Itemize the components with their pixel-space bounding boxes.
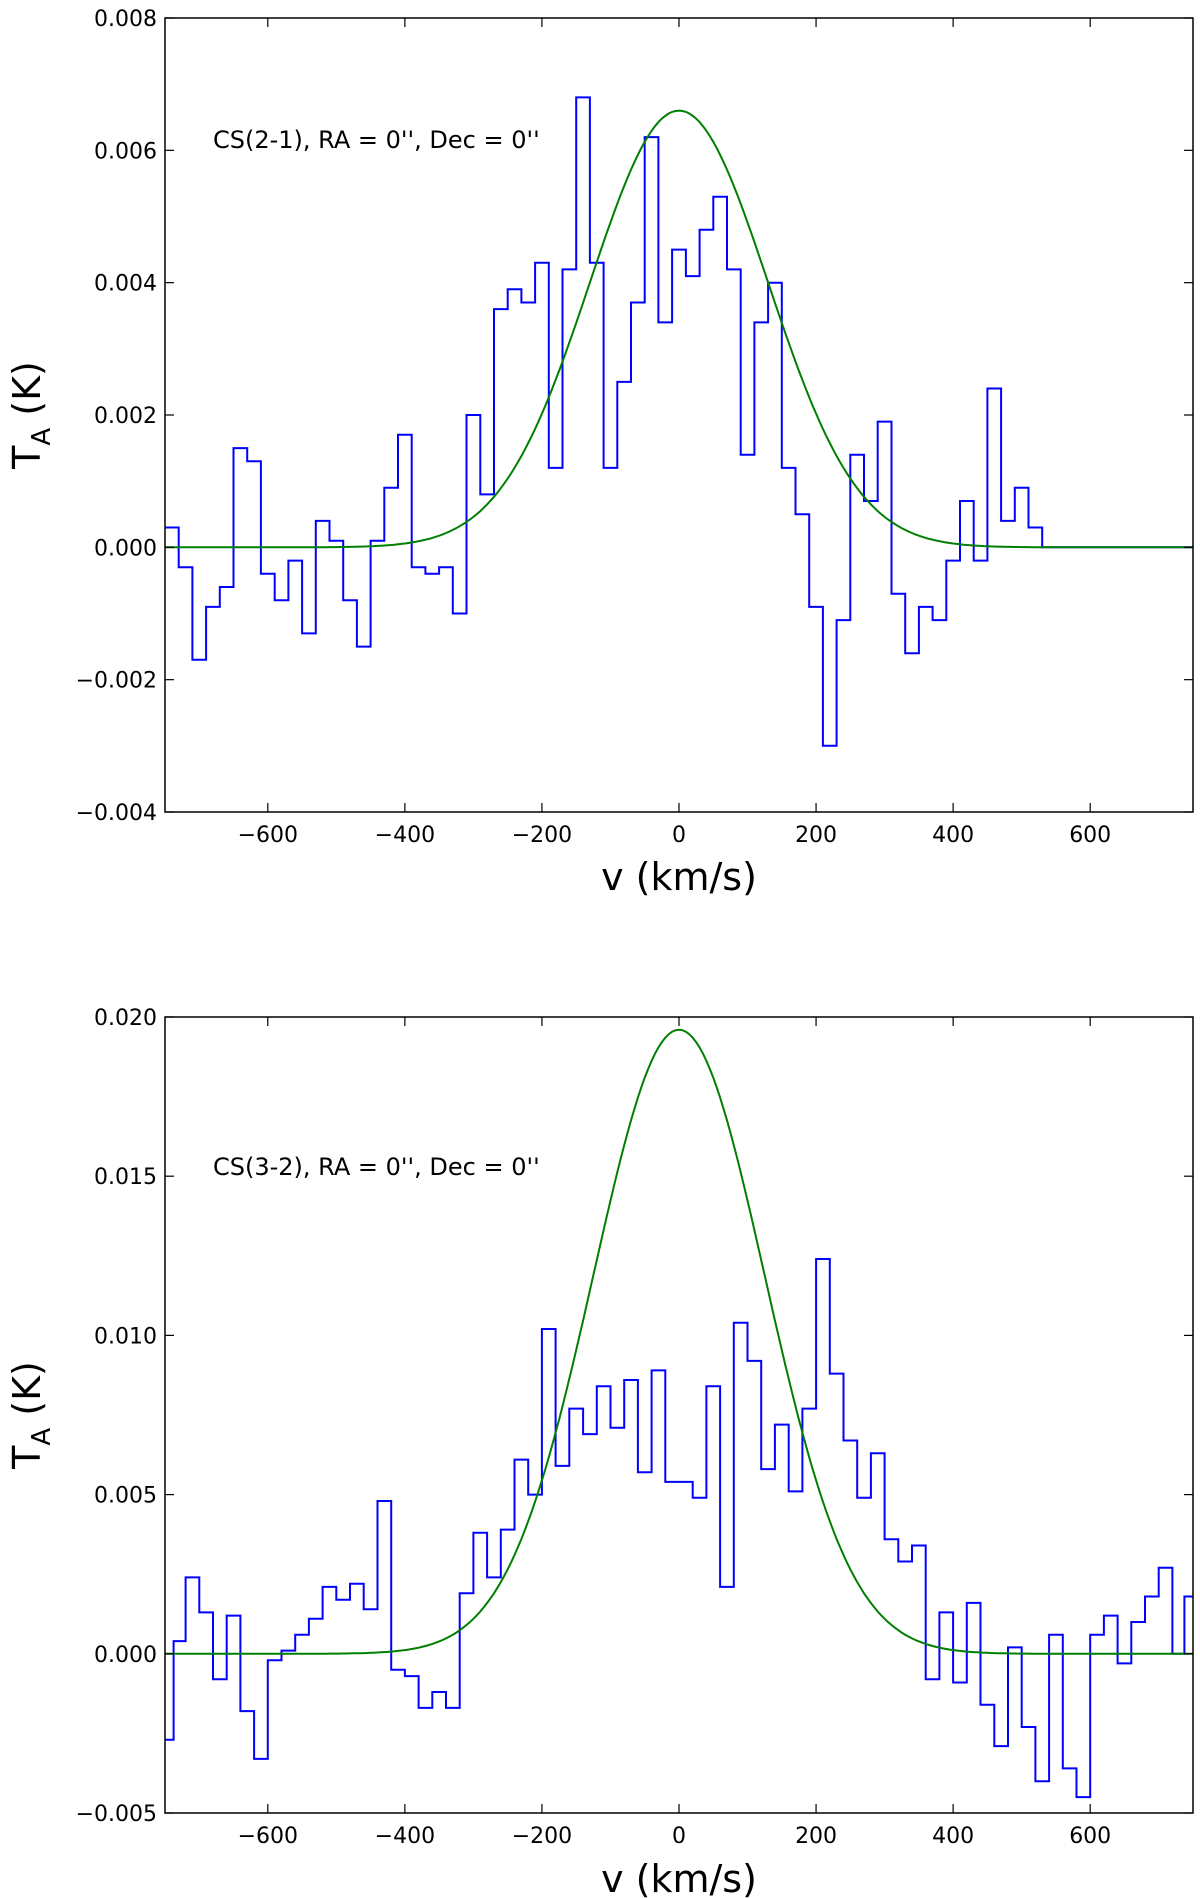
y-tick-label: 0.002: [94, 404, 157, 429]
series-gaussian-fit: [165, 1028, 1193, 1655]
y-tick-label: 0.015: [94, 1165, 157, 1190]
y-axis-label: TA (K): [5, 361, 57, 470]
y-tick-label: 0.020: [94, 1006, 157, 1031]
y-tick-label: 0.010: [94, 1324, 157, 1349]
plot-frame: [164, 1016, 1194, 1814]
y-axis-label-subscript: A: [27, 1428, 57, 1446]
x-tick-label: 200: [795, 1824, 837, 1849]
y-tick-label: 0.005: [94, 1484, 157, 1509]
x-tick-label: −600: [238, 1824, 298, 1849]
y-tick-label: 0.004: [94, 272, 157, 297]
x-tick-label: 0: [672, 823, 686, 848]
y-tick-label: −0.002: [76, 669, 157, 694]
y-axis-label-main: T: [5, 445, 49, 470]
x-tick-label: −400: [375, 823, 435, 848]
chart-panel-cs32: −600 −400 −200 0 200 400 600 −0.005 0.000 0.005 0.…: [5, 1006, 1194, 1898]
y-tick-label: −0.004: [76, 801, 157, 826]
x-tick-label: 0: [672, 1824, 686, 1849]
series-spectrum-steps: [165, 96, 1193, 747]
y-axis-label: TA (K): [5, 1361, 57, 1470]
x-tick-label: 200: [795, 823, 837, 848]
x-tick-label: −200: [512, 1824, 572, 1849]
x-tick-label: −600: [238, 823, 298, 848]
y-axis-label-unit: (K): [5, 361, 49, 428]
y-tick-label: 0.006: [94, 139, 157, 164]
x-axis-label: v (km/s): [601, 855, 757, 899]
x-tick-label: −400: [375, 1824, 435, 1849]
x-axis-label: v (km/s): [601, 1857, 757, 1898]
y-axis-label-unit: (K): [5, 1361, 49, 1428]
y-axis-label-subscript: A: [27, 428, 57, 446]
chart-annotation: CS(2-1), RA = 0'', Dec = 0'': [213, 126, 540, 154]
series-spectrum-steps: [165, 1258, 1193, 1799]
chart-annotation: CS(3-2), RA = 0'', Dec = 0'': [213, 1153, 540, 1181]
y-tick-label: 0.000: [94, 536, 157, 561]
y-tick-label: −0.005: [76, 1802, 157, 1827]
y-axis-label-main: T: [5, 1445, 49, 1470]
x-tick-label: −200: [512, 823, 572, 848]
y-tick-label: 0.000: [94, 1643, 157, 1668]
series-gaussian-fit: [165, 109, 1193, 549]
x-tick-label: 600: [1069, 823, 1111, 848]
x-tick-label: 600: [1069, 1824, 1111, 1849]
x-tick-label: 400: [932, 1824, 974, 1849]
y-tick-label: 0.008: [94, 7, 157, 32]
chart-panel-cs21: −600 −400 −200 0 200 400 600 −0.004 −0.002 0.000 0…: [5, 7, 1194, 899]
x-tick-label: 400: [932, 823, 974, 848]
